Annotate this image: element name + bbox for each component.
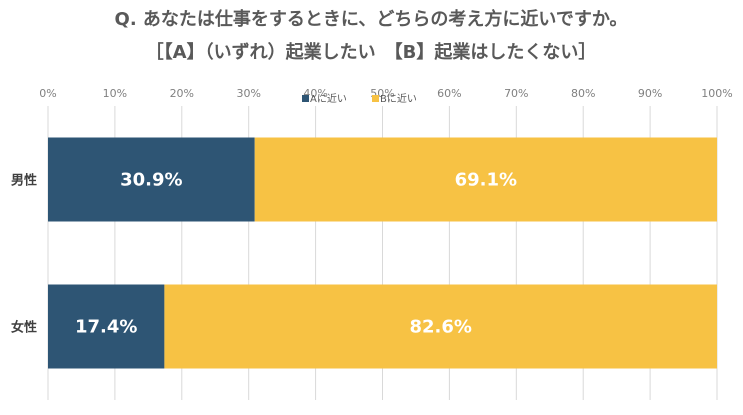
x-tick-label: 70%	[504, 87, 528, 100]
category-label: 女性	[11, 320, 37, 336]
legend-swatch	[302, 95, 309, 102]
data-label: 69.1%	[455, 170, 517, 191]
x-tick-label: 60%	[437, 87, 461, 100]
x-tick-label: 40%	[303, 87, 327, 100]
legend-label: Bに近い	[380, 92, 417, 105]
x-tick-label: 100%	[701, 87, 732, 100]
x-axis-ticks: 0% 10% 20% 30% 40% 50% 60% 70% 80% 90% 100%	[39, 87, 732, 100]
x-tick-label: 0%	[39, 87, 56, 100]
data-label: 82.6%	[409, 317, 471, 338]
data-label: 17.4%	[75, 317, 137, 338]
x-tick-label: 90%	[638, 87, 662, 100]
bar-a-male	[48, 137, 255, 222]
legend-swatch	[372, 95, 379, 102]
data-label: 30.9%	[120, 170, 182, 191]
legend-label: Aに近い	[310, 92, 347, 105]
x-tick-label: 20%	[170, 87, 194, 100]
x-tick-label: 10%	[103, 87, 127, 100]
category-label: 男性	[11, 173, 37, 189]
bars: 30.9% 69.1% 17.4% 82.6%	[48, 137, 717, 369]
legend: Aに近い Bに近い	[302, 92, 417, 105]
x-tick-label: 80%	[571, 87, 595, 100]
x-tick-label: 30%	[236, 87, 260, 100]
bar-a-female	[48, 284, 165, 369]
chart-title: Q. あなたは仕事をするときに、どちらの考え方に近いですか。	[115, 8, 628, 30]
chart-subtitle: ［【A】（いずれ）起業したい 【B】起業はしたくない］	[146, 41, 597, 63]
bar-b-female	[164, 284, 717, 369]
bar-b-male	[254, 137, 717, 222]
